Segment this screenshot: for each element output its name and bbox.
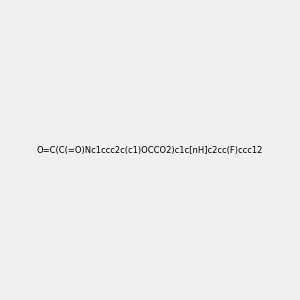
Text: O=C(C(=O)Nc1ccc2c(c1)OCCO2)c1c[nH]c2cc(F)ccc12: O=C(C(=O)Nc1ccc2c(c1)OCCO2)c1c[nH]c2cc(F… xyxy=(37,146,263,154)
